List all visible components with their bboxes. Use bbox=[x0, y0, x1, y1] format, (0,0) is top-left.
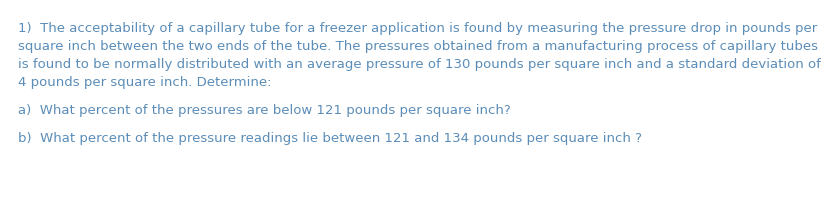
Text: is found to be normally distributed with an average pressure of 130 pounds per s: is found to be normally distributed with… bbox=[18, 58, 821, 71]
Text: square inch between the two ends of the tube. The pressures obtained from a manu: square inch between the two ends of the … bbox=[18, 40, 818, 53]
Text: 4 pounds per square inch. Determine:: 4 pounds per square inch. Determine: bbox=[18, 76, 271, 89]
Text: a)  What percent of the pressures are below 121 pounds per square inch?: a) What percent of the pressures are bel… bbox=[18, 104, 511, 117]
Text: 1)  The acceptability of a capillary tube for a freezer application is found by : 1) The acceptability of a capillary tube… bbox=[18, 22, 817, 35]
Text: b)  What percent of the pressure readings lie between 121 and 134 pounds per squ: b) What percent of the pressure readings… bbox=[18, 132, 642, 145]
